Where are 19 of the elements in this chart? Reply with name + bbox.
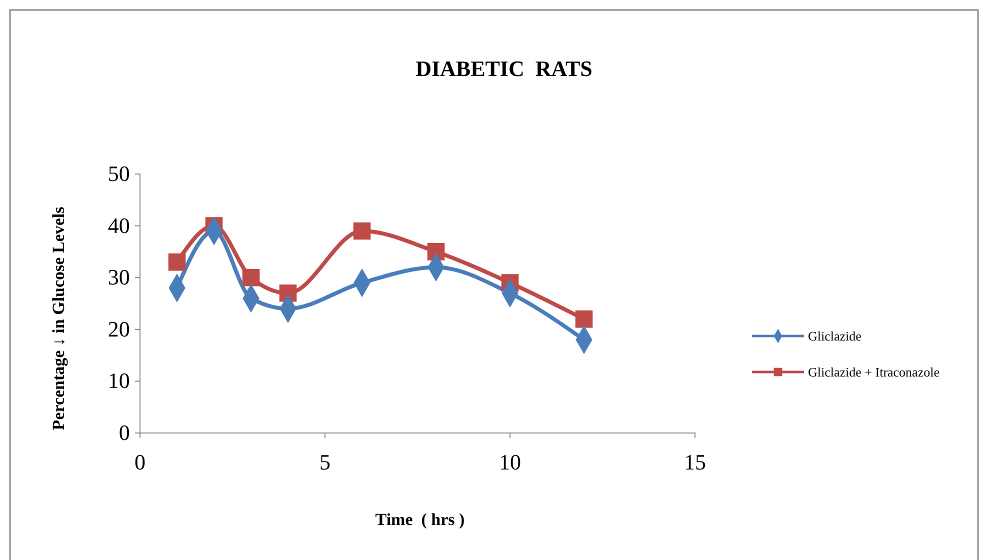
y-tick-label: 0 <box>118 420 130 446</box>
y-tick-label: 40 <box>108 212 130 238</box>
point <box>168 253 186 271</box>
chart-title: DIABETIC RATS <box>416 56 592 81</box>
y-tick-label: 30 <box>108 264 130 290</box>
x-axis-title: Time ( hrs ) <box>375 510 465 529</box>
point <box>242 268 260 286</box>
x-tick-label: 15 <box>684 450 706 475</box>
x-tick-label: 10 <box>499 450 521 475</box>
x-tick-label: 0 <box>134 450 146 475</box>
y-tick-label: 10 <box>108 368 130 394</box>
y-tick-label: 50 <box>108 161 130 186</box>
x-tick-label: 5 <box>320 450 330 475</box>
y-tick-label: 20 <box>108 316 130 342</box>
point <box>575 310 593 328</box>
point <box>353 222 371 240</box>
legend-label: Gliclazide + Itraconazole <box>808 364 940 380</box>
legend-label: Gliclazide <box>808 328 862 344</box>
y-axis-title: Percentage ↓ in Glucose Levels <box>49 206 68 430</box>
